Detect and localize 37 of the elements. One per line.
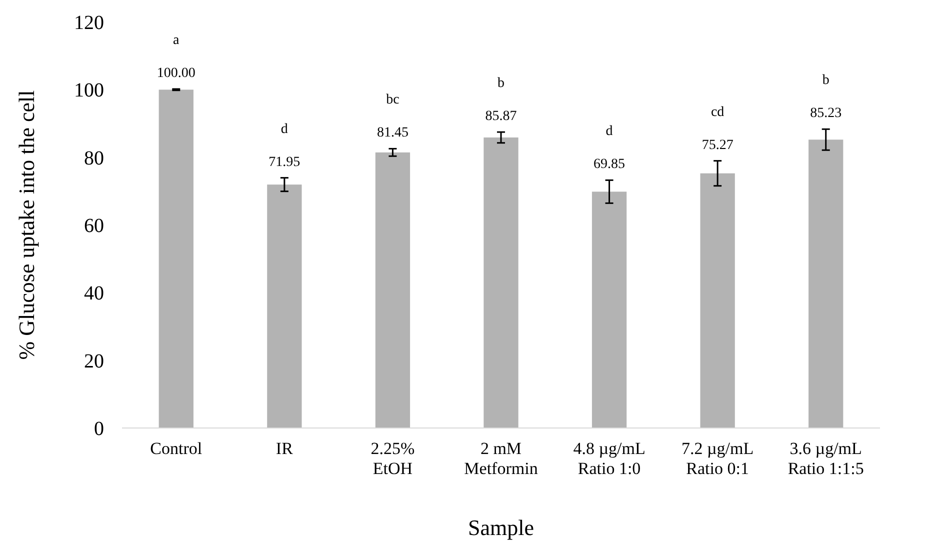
bar [592,192,627,428]
bar [375,152,410,428]
bar [808,140,844,428]
annotation: bc [386,92,400,108]
y-tick-label: 20 [84,350,104,372]
x-tick-label: IR [276,439,294,458]
bar [484,137,518,428]
annotation: b [498,76,504,92]
x-tick-label: 2.25% EtOH [370,439,415,478]
bar [700,173,735,428]
y-tick-label: 120 [74,12,104,34]
x-tick-label: 4.8 µg/mL Ratio 1:0 [573,439,646,478]
data-label: 75.27 [702,138,734,153]
x-tick-label: 7.2 µg/mL Ratio 0:1 [682,439,754,478]
y-tick-label: 80 [84,147,104,170]
data-label: 71.95 [268,154,300,170]
annotation: b [822,73,830,88]
annotation: cd [710,104,724,120]
data-label: 69.85 [594,157,626,172]
y-tick-label: 0 [94,418,104,440]
data-label: 85.87 [485,109,517,124]
bar [158,90,194,428]
y-tick-label: 60 [84,215,104,237]
x-axis-title: Sample [468,515,534,540]
data-label: 85.23 [810,106,842,122]
annotation: d [606,124,613,140]
data-label: 81.45 [376,126,408,141]
x-tick-label: 2 mM Metformin [464,439,538,478]
annotation: a [173,32,180,48]
y-tick-label: 100 [74,80,104,102]
y-tick-label: 40 [84,282,104,305]
x-tick-label: 3.6 µg/mL Ratio 1:1:5 [788,439,864,478]
annotation: d [280,122,288,137]
bar [267,184,302,428]
y-axis-title: % Glucose uptake into the cell [14,90,39,360]
data-label: 100.00 [156,66,196,81]
x-tick-label: Control [150,439,202,458]
